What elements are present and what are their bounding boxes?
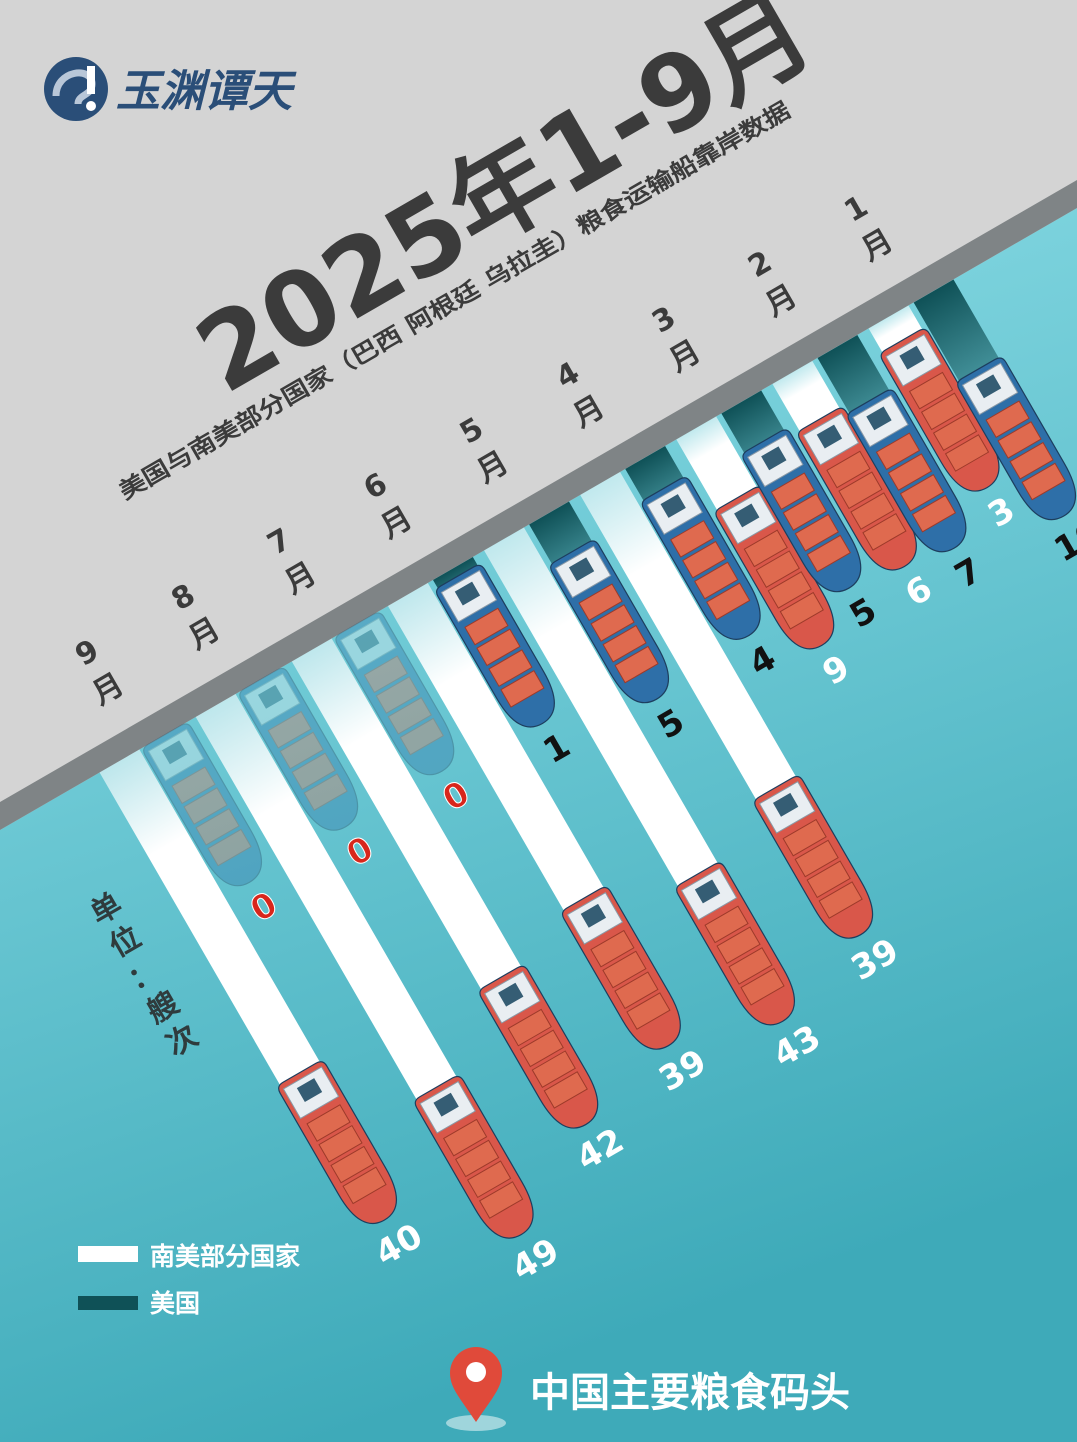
ship-south-america bbox=[676, 862, 795, 1026]
trail-south-america bbox=[99, 749, 335, 1111]
legend-swatch-south-america bbox=[78, 1246, 138, 1262]
trail-south-america bbox=[580, 472, 811, 825]
logo-text: 玉渊谭天 bbox=[116, 66, 297, 117]
ship-usa bbox=[957, 357, 1076, 521]
ship-south-america bbox=[754, 775, 874, 939]
legend-label-usa: 美国 bbox=[150, 1289, 200, 1318]
ship-south-america bbox=[278, 1061, 397, 1225]
logo: 玉渊谭天 bbox=[44, 57, 297, 121]
legend: 南美部分国家 美国 bbox=[78, 1242, 300, 1318]
ship-usa bbox=[641, 477, 761, 640]
ship-usa bbox=[435, 564, 555, 728]
ship-south-america bbox=[561, 886, 681, 1050]
ship-usa-zero bbox=[239, 667, 359, 831]
ship-usa bbox=[550, 540, 669, 704]
ship-south-america bbox=[797, 407, 917, 571]
ship-south-america bbox=[414, 1075, 534, 1239]
ship-south-america bbox=[715, 486, 835, 650]
dock-band bbox=[0, 180, 1077, 830]
legend-swatch-usa bbox=[78, 1296, 138, 1310]
trail-south-america bbox=[195, 694, 472, 1125]
ship-usa bbox=[742, 429, 862, 593]
trail-south-america bbox=[291, 638, 536, 1015]
trail-south-america bbox=[484, 527, 733, 912]
destination: 中国主要粮食码头 bbox=[446, 1347, 850, 1431]
ship-usa-zero bbox=[143, 723, 262, 887]
trail-south-america bbox=[387, 583, 619, 936]
legend-label-south-america: 南美部分国家 bbox=[150, 1242, 300, 1271]
ship-usa-zero bbox=[335, 612, 455, 776]
ship-south-america bbox=[479, 965, 599, 1129]
ship-usa bbox=[847, 389, 967, 553]
destination-label: 中国主要粮食码头 bbox=[530, 1370, 850, 1416]
map-pin-icon bbox=[450, 1347, 502, 1422]
